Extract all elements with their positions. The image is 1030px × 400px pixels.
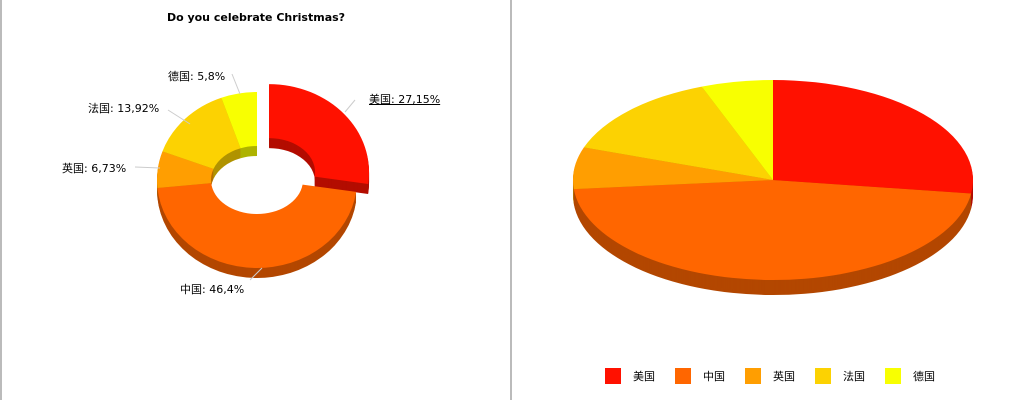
slice-china[interactable]: [157, 183, 357, 268]
legend-item-uk[interactable]: 英国: [745, 368, 795, 384]
legend-label: 英国: [773, 370, 795, 383]
label-germany[interactable]: 德国: 5,8%: [168, 70, 226, 83]
donut-chart-panel: [0, 0, 512, 400]
label-uk[interactable]: 英国: 6,73%: [62, 162, 127, 175]
slice-usa[interactable]: [773, 80, 973, 194]
legend-item-germany[interactable]: 德国: [885, 368, 935, 384]
slice-germany[interactable]: [701, 80, 773, 180]
label-usa[interactable]: 美国: 27,15%: [369, 93, 441, 106]
legend-label: 美国: [633, 370, 655, 383]
legend-label: 德国: [913, 370, 935, 383]
label-leader-line: [344, 99, 356, 113]
chart-title: Do you celebrate Christmas?: [166, 11, 346, 24]
slice-china[interactable]: [573, 180, 972, 280]
legend-swatch: [745, 368, 761, 384]
slice-usa[interactable]: [269, 84, 370, 184]
slice-france[interactable]: [583, 86, 773, 180]
legend-swatch: [675, 368, 691, 384]
legend-swatch: [885, 368, 901, 384]
slice-germany[interactable]: [221, 92, 257, 149]
label-leader-line: [249, 267, 263, 281]
label-leader-line: [134, 166, 161, 169]
slice-uk[interactable]: [156, 151, 214, 189]
label-china[interactable]: 中国: 46,4%: [180, 283, 245, 296]
legend-item-china[interactable]: 中国: [675, 368, 725, 384]
legend-label: 中国: [703, 370, 725, 383]
label-leader-line: [167, 109, 191, 125]
legend: 美国 中国 英国 法国 德国: [605, 368, 955, 384]
legend-swatch: [815, 368, 831, 384]
label-france[interactable]: 法国: 13,92%: [88, 102, 160, 115]
label-leader-line: [231, 73, 241, 95]
slice-france[interactable]: [162, 97, 241, 169]
legend-item-usa[interactable]: 美国: [605, 368, 655, 384]
legend-swatch: [605, 368, 621, 384]
slice-uk[interactable]: [573, 147, 773, 190]
legend-item-france[interactable]: 法国: [815, 368, 865, 384]
legend-label: 法国: [843, 370, 865, 383]
